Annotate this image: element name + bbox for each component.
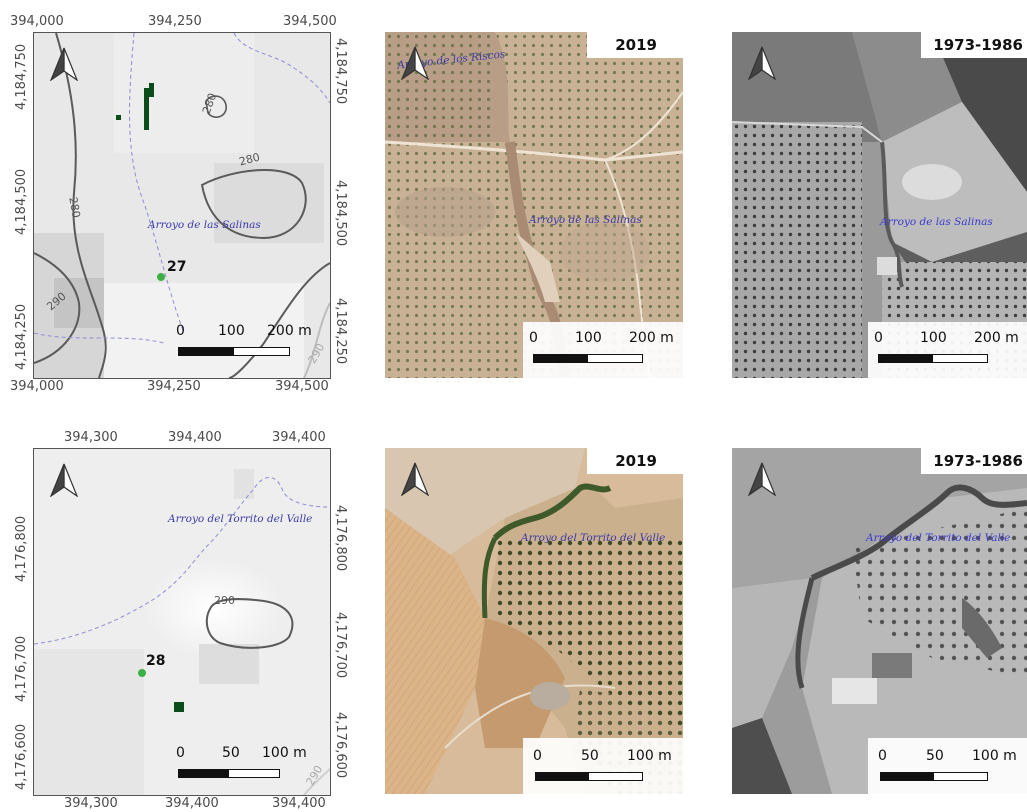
year-label: 1973-1986 [921, 448, 1027, 474]
scale-label: 50 [222, 745, 240, 761]
stream-label: Arroyo del Torrito del Valle [521, 532, 666, 544]
scale-bar: 0 100 200 m [868, 322, 1027, 378]
year-label: 2019 [587, 32, 683, 58]
y-tick-left: 4,184,250 [14, 303, 29, 370]
scale-bar-graphic [880, 772, 988, 781]
y-tick-left: 4,176,600 [14, 723, 29, 790]
scale-bar-graphic [535, 772, 643, 781]
bottom-relief-map: 28 Arroyo del Torrito del Valle 290 290 … [33, 448, 331, 796]
x-tick-top: 394,400 [168, 430, 222, 445]
stream-label: Arroyo de las Salinas [529, 214, 642, 226]
scale-label: 50 [926, 748, 944, 764]
north-arrow-icon [50, 47, 78, 81]
scale-label: 100 [218, 323, 245, 339]
x-tick-bottom: 394,500 [275, 379, 329, 394]
north-arrow-icon [401, 462, 429, 496]
scale-bar-graphic [178, 347, 290, 356]
north-arrow-icon [748, 462, 776, 496]
scale-label: 0 [176, 745, 185, 761]
site-label: 27 [167, 259, 187, 275]
north-arrow-icon [401, 46, 429, 80]
scale-label: 200 m [974, 330, 1019, 346]
scale-bar-graphic [878, 354, 988, 363]
scale-label: 0 [529, 330, 538, 346]
scale-bar-graphic [178, 769, 280, 778]
scale-label: 0 [878, 748, 887, 764]
y-tick-right: 4,184,250 [333, 298, 348, 365]
scale-label: 100 [575, 330, 602, 346]
x-tick-top: 394,400 [272, 430, 326, 445]
scale-label: 100 m [972, 748, 1017, 764]
scale-label: 0 [176, 323, 185, 339]
x-tick-bottom: 394,400 [165, 796, 219, 811]
y-tick-left: 4,176,800 [14, 515, 29, 582]
stream-label: Arroyo del Torrito del Valle [866, 532, 1011, 544]
north-arrow-icon [50, 463, 78, 497]
north-arrow-icon [748, 46, 776, 80]
scale-label: 50 [581, 748, 599, 764]
y-tick-right: 4,176,800 [333, 505, 348, 572]
stream-label: Arroyo de las Salinas [148, 219, 261, 231]
contour-label: 290 [214, 594, 235, 607]
scale-bar: 0 50 100 m [868, 738, 1027, 794]
scale-label: 100 m [262, 745, 307, 761]
top-aerial-2019-graphic [385, 32, 683, 378]
y-tick-right: 4,176,700 [333, 612, 348, 679]
scale-label: 100 m [627, 748, 672, 764]
x-tick-bottom: 394,300 [64, 796, 118, 811]
x-tick-top: 394,300 [64, 430, 118, 445]
scale-bar: 0 50 100 m [174, 741, 307, 785]
bottom-aerial-2019: 2019 Arroyo del Torrito del Valle 0 50 1… [385, 448, 683, 794]
x-tick-top: 394,500 [283, 14, 337, 29]
scale-label: 0 [533, 748, 542, 764]
y-tick-left: 4,184,500 [14, 168, 29, 235]
y-tick-left: 4,184,750 [14, 43, 29, 110]
bottom-aerial-historic-graphic [732, 448, 1027, 794]
x-tick-bottom: 394,400 [272, 796, 326, 811]
year-label: 1973-1986 [921, 32, 1027, 58]
scale-bar-graphic [533, 354, 643, 363]
bottom-aerial-historic: 1973-1986 Arroyo del Torrito del Valle 0… [732, 448, 1027, 794]
scale-bar: 0 100 200 m [523, 322, 683, 378]
bottom-relief-map-graphic [34, 449, 330, 795]
top-aerial-historic-graphic [732, 32, 1027, 378]
scale-bar: 0 50 100 m [523, 738, 683, 794]
y-tick-right: 4,184,750 [333, 38, 348, 105]
year-label: 2019 [587, 448, 683, 474]
y-tick-left: 4,176,700 [14, 635, 29, 702]
y-tick-right: 4,184,500 [333, 180, 348, 247]
top-aerial-2019: 2019 Arroyo de los Riscos Arroyo de las … [385, 32, 683, 378]
scale-label: 100 [920, 330, 947, 346]
scale-label: 200 m [629, 330, 674, 346]
x-tick-top: 394,000 [10, 14, 64, 29]
x-tick-top: 394,250 [148, 14, 202, 29]
scale-label: 200 m [267, 323, 312, 339]
top-aerial-historic: 1973-1986 Arroyo de las Salinas 0 100 20… [732, 32, 1027, 378]
scale-label: 0 [874, 330, 883, 346]
stream-label: Arroyo del Torrito del Valle [168, 513, 313, 525]
top-relief-map: 27 Arroyo de las Salinas 280 280 280 290… [33, 32, 331, 379]
x-tick-bottom: 394,000 [10, 379, 64, 394]
y-tick-right: 4,176,600 [333, 712, 348, 779]
site-label: 28 [146, 653, 166, 669]
x-tick-bottom: 394,250 [147, 379, 201, 394]
top-relief-map-graphic [34, 33, 330, 378]
stream-label: Arroyo de las Salinas [880, 216, 993, 228]
bottom-aerial-2019-graphic [385, 448, 683, 794]
scale-bar: 0 100 200 m [174, 319, 312, 363]
